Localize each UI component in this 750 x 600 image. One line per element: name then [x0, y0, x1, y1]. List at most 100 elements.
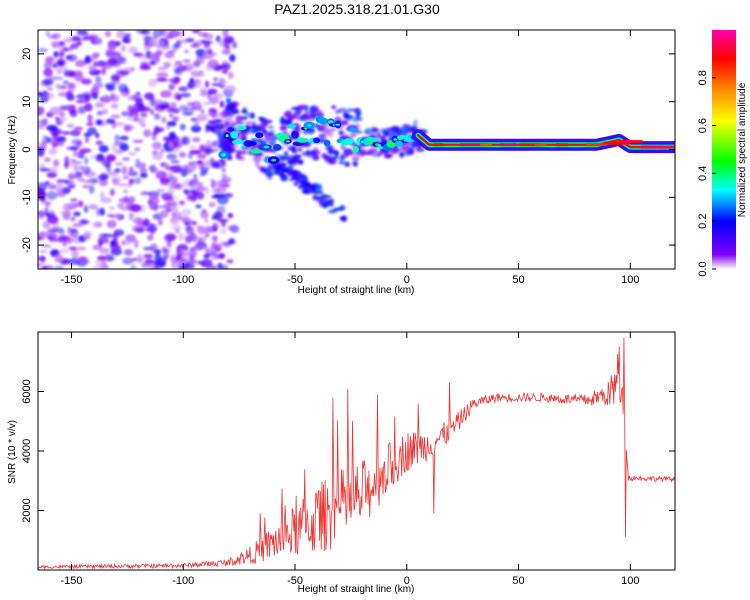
spectrogram-halo-blob — [369, 148, 378, 154]
spectrogram-noise-blob — [219, 100, 225, 108]
spectrogram-halo-blob — [245, 121, 253, 125]
spectrogram-noise-blob — [58, 117, 68, 121]
colorbar-gradient — [712, 30, 736, 269]
spectrogram-halo-blob — [259, 117, 267, 123]
spectrogram-noise-blob — [154, 102, 160, 111]
spectrogram-core-blob — [231, 139, 244, 145]
spectrogram-noise-blob — [84, 31, 89, 37]
spectrogram-halo-blob — [306, 149, 311, 156]
spectrogram-noise-blob — [161, 116, 167, 124]
spectrogram-noise-blob — [207, 59, 219, 68]
spectrogram-noise-blob — [190, 259, 198, 264]
spectrogram-noise-blob — [174, 70, 183, 75]
spectrogram-noise-blob — [190, 125, 202, 133]
spectrogram-noise-blob — [177, 232, 185, 241]
spectrogram-core-blob — [394, 140, 403, 147]
spectrogram-noise-blob — [74, 61, 86, 67]
spectrogram-noise-blob — [51, 249, 60, 256]
spectrogram-core-blob — [247, 141, 257, 146]
spectrogram-noise-blob — [134, 162, 147, 169]
spectrogram-noise-blob — [56, 58, 67, 67]
spectrogram-noise-blob — [167, 176, 178, 184]
spectrogram-noise-blob — [38, 182, 48, 191]
spectrogram-noise-blob — [221, 49, 231, 55]
spectrogram-noise-blob — [105, 118, 116, 124]
spectrogram-noise-blob — [178, 151, 187, 158]
spectrogram-noise-blob — [104, 160, 112, 168]
spectrogram-noise-blob — [43, 94, 48, 98]
spectrogram-noise-blob — [129, 166, 134, 173]
spectrogram-noise-blob — [149, 228, 155, 235]
spectrogram-noise-blob — [98, 174, 104, 181]
spectrogram-noise-blob — [74, 202, 79, 208]
spectrogram-core-blob — [318, 117, 329, 125]
spectrogram-halo-blob — [267, 132, 275, 136]
spectrogram-noise-blob — [191, 30, 201, 34]
spectrogram-noise-blob — [92, 62, 101, 67]
spectrogram-halo-blob — [295, 116, 304, 120]
spectrogram-noise-blob — [211, 235, 218, 240]
spectrogram-noise-blob — [49, 209, 55, 215]
spectrogram-noise-blob — [202, 225, 213, 234]
spectrogram-noise-blob — [130, 107, 140, 115]
spectrogram-noise-blob — [88, 204, 98, 210]
spectrogram-noise-blob — [123, 124, 131, 132]
spectrogram-noise-blob — [72, 223, 83, 227]
spectrogram-halo-blob — [351, 156, 360, 161]
spectrogram-halo-blob — [250, 124, 258, 130]
snr-y-tick-label: 2000 — [21, 498, 33, 522]
spectrogram-noise-blob — [56, 69, 61, 75]
spectrogram-x-tick-label: 0 — [404, 274, 410, 286]
spectrogram-noise-blob — [202, 101, 211, 106]
spectrogram-halo-blob — [354, 123, 361, 129]
spectrogram-core-blob — [230, 131, 238, 139]
spectrogram-noise-blob — [145, 257, 152, 267]
spectrogram-noise-blob — [114, 134, 120, 143]
spectrogram-marks — [38, 30, 675, 269]
spectrogram-noise-blob — [52, 141, 59, 148]
spectrogram-noise-blob — [81, 179, 91, 184]
spectrogram-noise-blob — [217, 218, 229, 223]
spectrogram-halo-blob — [327, 158, 337, 165]
spectrogram-noise-blob — [127, 96, 134, 101]
spectrogram-core-peak — [328, 120, 334, 124]
spectrogram-branch-blob — [322, 204, 329, 209]
spectrogram-noise-blob — [166, 153, 177, 160]
spectrogram-halo-blob — [383, 130, 388, 136]
spectrogram-noise-blob — [76, 93, 89, 100]
spectrogram-noise-blob — [72, 149, 78, 158]
spectrogram-halo-blob — [241, 109, 248, 114]
spectrogram-noise-blob — [181, 218, 193, 223]
spectrogram-noise-blob — [77, 151, 86, 155]
spectrogram-noise-blob — [165, 200, 172, 205]
spectrogram-noise-blob — [143, 247, 154, 251]
spectrogram-halo-blob — [296, 105, 304, 112]
spectrogram-noise-blob — [223, 192, 234, 199]
spectrogram-noise-blob — [192, 42, 199, 48]
spectrogram-noise-blob — [179, 92, 191, 98]
spectrogram-halo-blob — [335, 109, 341, 114]
spectrogram-noise-blob — [134, 147, 141, 152]
spectrogram-halo-blob — [391, 125, 400, 131]
spectrogram-noise-blob — [122, 189, 129, 194]
spectrogram-noise-blob — [105, 30, 111, 38]
spectrogram-noise-blob — [43, 68, 53, 77]
spectrogram-noise-blob — [222, 30, 229, 38]
spectrogram-noise-blob — [217, 196, 229, 205]
spectrogram-noise-blob — [109, 244, 122, 250]
spectrogram-noise-blob — [162, 197, 175, 202]
spectrogram-noise-blob — [99, 247, 110, 254]
spectrogram-noise-blob — [180, 136, 187, 144]
spectrogram-noise-blob — [47, 167, 58, 174]
spectrogram-noise-blob — [136, 53, 148, 60]
spectrogram-noise-blob — [185, 235, 192, 244]
spectrogram-noise-blob — [211, 256, 221, 260]
spectrogram-halo-blob — [235, 153, 242, 160]
spectrogram-branch-blob — [277, 172, 285, 177]
spectrogram-noise-blob — [143, 45, 150, 51]
spectrogram-noise-blob — [157, 103, 170, 109]
spectrogram-noise-blob — [189, 149, 202, 155]
spectrogram-noise-blob — [115, 149, 123, 154]
spectrogram-noise-blob — [154, 258, 167, 267]
spectrogram-noise-blob — [121, 36, 132, 44]
